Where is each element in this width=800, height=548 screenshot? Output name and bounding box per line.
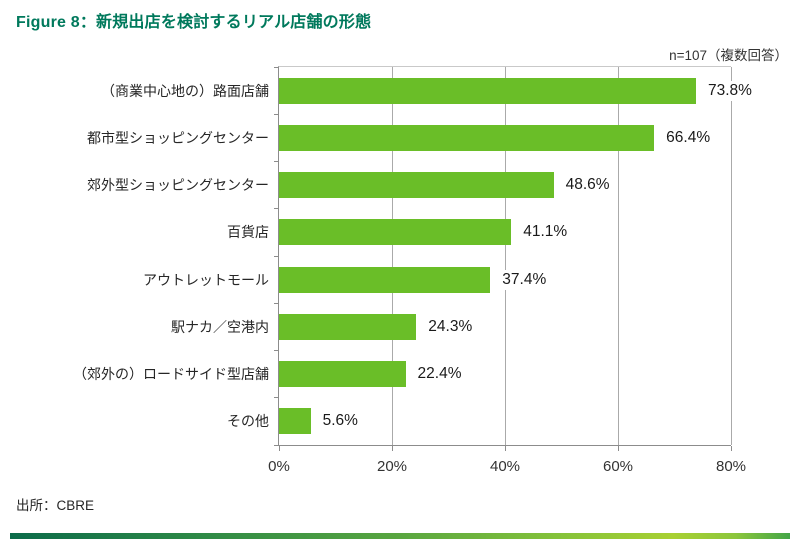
category-label: （商業中心地の）路面店舗 — [101, 82, 269, 99]
y-axis-tick — [274, 444, 279, 446]
x-axis-tick-label: 80% — [715, 458, 747, 475]
value-label: 24.3% — [425, 316, 476, 337]
y-axis-tick — [274, 397, 279, 399]
value-label: 37.4% — [499, 269, 550, 290]
gridline — [504, 67, 506, 445]
x-axis-tick-label: 20% — [376, 458, 408, 475]
figure-title: Figure 8：新規出店を検討するリアル店舗の形態 — [16, 14, 372, 31]
category-label: 郊外型ショッピングセンター — [87, 177, 269, 194]
chart-row: 百貨店 41.1% — [227, 209, 731, 256]
bottom-gradient-rule — [10, 533, 790, 539]
value-label: 73.8% — [704, 80, 755, 101]
bar-chart-plot: （商業中心地の）路面店舗 73.8% 都市型ショッピングセンター 66.4% 郊外型ショ… — [73, 66, 755, 475]
x-axis-tick — [617, 446, 619, 451]
x-axis-tick — [730, 446, 732, 451]
bar-rows-layer: （商業中心地の）路面店舗 73.8% 都市型ショッピングセンター 66.4% 郊外型ショ… — [73, 67, 755, 445]
value-label: 41.1% — [520, 222, 571, 243]
bar — [279, 313, 417, 340]
category-label: 都市型ショッピングセンター — [87, 129, 269, 146]
y-axis-tick — [274, 161, 279, 162]
x-axis-tick — [278, 446, 280, 451]
value-label: 66.4% — [663, 127, 714, 148]
y-axis-tick — [274, 208, 279, 210]
y-axis-tick — [274, 113, 279, 115]
chart-row: 郊外型ショッピングセンター 48.6% — [87, 162, 731, 209]
source-note: 出所：CBRE — [16, 498, 95, 513]
value-label: 22.4% — [414, 364, 465, 385]
value-label: 5.6% — [319, 411, 361, 432]
chart-row: （商業中心地の）路面店舗 73.8% — [101, 67, 755, 114]
category-label: 駅ナカ／空港内 — [171, 318, 269, 335]
bar — [279, 219, 512, 246]
bar — [279, 408, 311, 435]
bar — [279, 77, 696, 104]
gridline — [391, 67, 393, 445]
x-axis-tick — [391, 446, 393, 451]
chart-row: アウトレットモール 37.4% — [143, 256, 731, 303]
chart-row: 駅ナカ／空港内 24.3% — [171, 303, 731, 350]
chart-row: 都市型ショッピングセンター 66.4% — [87, 114, 731, 161]
chart-row: その他 5.6% — [227, 398, 731, 445]
y-axis-tick — [274, 302, 279, 304]
bar — [279, 172, 554, 199]
chart-row: （郊外の）ロードサイド型店舗 22.4% — [73, 351, 731, 398]
bar — [279, 124, 655, 151]
bar — [279, 266, 491, 293]
category-label: その他 — [227, 413, 269, 430]
category-label: アウトレットモール — [143, 271, 269, 288]
category-label: （郊外の）ロードサイド型店舗 — [73, 366, 269, 383]
sample-size-note: n=107（複数回答） — [669, 48, 788, 63]
category-label: 百貨店 — [227, 224, 269, 241]
gridline — [730, 67, 732, 445]
y-axis-tick — [274, 255, 279, 257]
x-axis-tick-label: 40% — [489, 458, 521, 475]
x-axis-tick — [504, 446, 506, 451]
gridline — [617, 67, 619, 445]
y-axis-tick — [274, 66, 279, 68]
y-axis-tick — [274, 350, 279, 351]
bar — [279, 361, 406, 388]
x-axis-tick-label: 60% — [602, 458, 634, 475]
x-axis-tick-label: 0% — [268, 458, 290, 475]
value-label: 48.6% — [562, 175, 613, 196]
